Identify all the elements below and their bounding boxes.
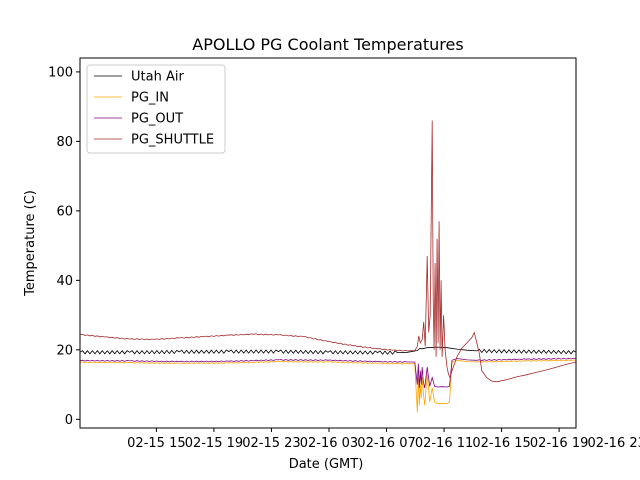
y-tick-label: 20 (56, 343, 73, 358)
x-axis-title: Date (GMT) (289, 457, 364, 472)
x-tick-label: 02-16 15 (472, 436, 530, 451)
legend-label-pg-shuttle: PG_SHUTTLE (131, 133, 214, 148)
y-axis: 0 20 40 60 80 100 (48, 65, 80, 428)
y-axis-title: Temperature (C) (23, 190, 38, 297)
x-tick-label: 02-16 19 (530, 436, 588, 451)
series-line-pg-shuttle (80, 120, 576, 383)
x-tick-label: 02-16 03 (300, 436, 358, 451)
series-line-pg-out (80, 357, 576, 389)
x-tick-label: 02-16 07 (357, 436, 415, 451)
x-axis: 02-15 15 02-15 19 02-15 23 02-16 03 02-16 07… (127, 428, 640, 451)
x-tick-label: 02-16 23 (587, 436, 640, 451)
x-tick-label: 02-15 19 (185, 436, 243, 451)
series-layer (80, 120, 576, 413)
plot-frame (79, 57, 577, 429)
legend: Utah Air PG_IN PG_OUT PG_SHUTTLE (86, 64, 226, 154)
series-line-pg-in (80, 359, 576, 413)
y-tick-label: 100 (48, 65, 73, 80)
legend-box (86, 64, 226, 154)
legend-label-pg-in: PG_IN (131, 91, 169, 106)
legend-label-utah-air: Utah Air (131, 70, 184, 85)
y-tick-label: 60 (56, 204, 73, 219)
y-tick-label: 0 (65, 413, 73, 428)
x-tick-label: 02-15 23 (242, 436, 300, 451)
x-tick-label: 02-15 15 (127, 436, 185, 451)
legend-label-pg-out: PG_OUT (131, 112, 183, 127)
series-line-utah-air (80, 346, 576, 355)
legend-items: Utah Air PG_IN PG_OUT PG_SHUTTLE (94, 70, 214, 148)
x-tick-label: 02-16 11 (415, 436, 473, 451)
chart-title: APOLLO PG Coolant Temperatures (192, 35, 463, 54)
y-tick-label: 40 (56, 274, 73, 289)
y-tick-label: 80 (56, 135, 73, 150)
